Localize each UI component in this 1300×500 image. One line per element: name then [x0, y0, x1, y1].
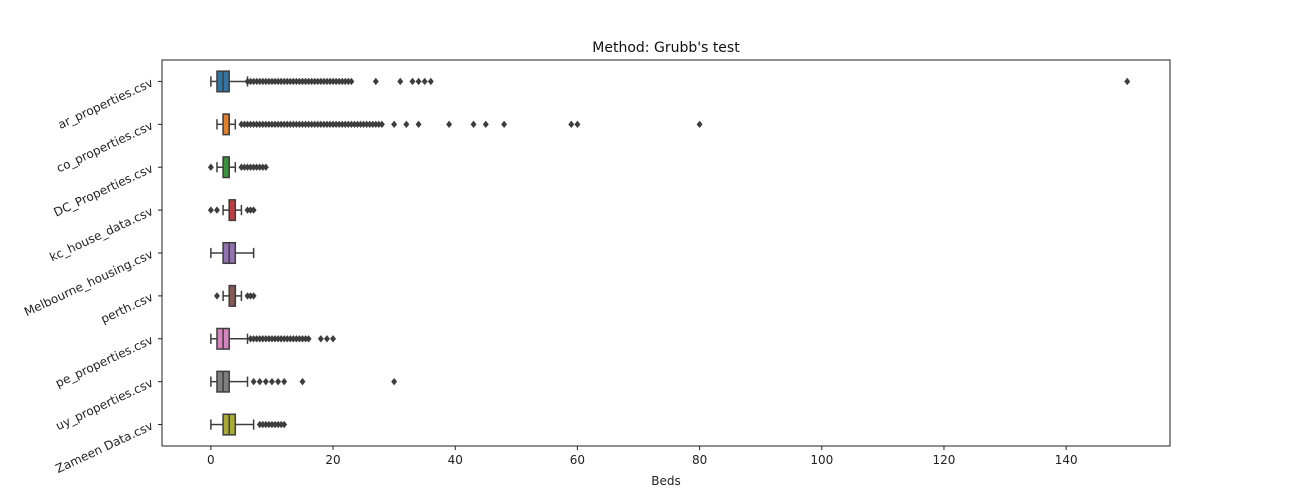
outlier-point [409, 77, 416, 86]
x-tick-label: 100 [810, 453, 833, 467]
outlier-point [427, 77, 434, 86]
chart-title: Method: Grubb's test [592, 40, 740, 56]
y-tick-label: perth.csv [99, 290, 156, 326]
outlier-point [275, 377, 282, 386]
outlier-point [262, 377, 269, 386]
x-tick-label: 0 [207, 453, 215, 467]
outlier-point [317, 335, 324, 343]
outlier-point [391, 377, 398, 386]
outlier-point [391, 120, 398, 129]
box-group [207, 156, 269, 179]
box-group [213, 284, 257, 307]
outlier-point [281, 377, 288, 386]
outlier-point [256, 377, 263, 386]
outlier-point [372, 77, 379, 86]
box-group [210, 327, 337, 350]
y-axis: ar_properties.csvco_properties.csvDC_Pro… [22, 75, 162, 476]
outlier-point [323, 335, 330, 343]
outlier-point [268, 377, 275, 386]
outlier-point [501, 120, 508, 129]
x-tick-label: 140 [1055, 453, 1078, 467]
outlier-point [213, 206, 220, 214]
outlier-point [482, 120, 489, 129]
box-group [210, 370, 398, 393]
outlier-point [415, 77, 422, 86]
box-group [210, 413, 288, 436]
outlier-point [250, 206, 257, 214]
outlier-point [348, 77, 355, 86]
outlier-point [470, 120, 477, 129]
box [228, 284, 237, 307]
outlier-point [696, 120, 703, 129]
x-tick-label: 20 [325, 453, 340, 467]
outlier-point [299, 377, 306, 386]
x-tick-label: 60 [570, 453, 585, 467]
outlier-point [207, 206, 214, 214]
box-group [216, 113, 703, 136]
outlier-point [403, 120, 410, 129]
x-tick-label: 80 [692, 453, 707, 467]
plot-frame [161, 59, 1171, 447]
outlier-point [397, 77, 404, 86]
outlier-point [305, 335, 312, 343]
outlier-point [415, 120, 422, 129]
outlier-point [421, 77, 428, 86]
box [228, 199, 237, 222]
outlier-point [378, 120, 385, 129]
outlier-point [207, 163, 214, 171]
outlier-point [250, 377, 257, 386]
outlier-point [1124, 77, 1131, 86]
outlier-point [574, 120, 581, 129]
outlier-point [568, 120, 575, 129]
outlier-point [330, 335, 337, 343]
x-tick-label: 40 [448, 453, 463, 467]
plot-area [207, 70, 1131, 436]
box-group [210, 241, 255, 265]
x-tick-label: 120 [933, 453, 956, 467]
outlier-point [213, 292, 220, 300]
x-axis-label: Beds [651, 474, 680, 488]
box-group [210, 70, 1131, 93]
outlier-point [262, 163, 269, 171]
outlier-point [446, 120, 453, 129]
x-axis: 0 20 40 60 80 100 120 140 [207, 446, 1078, 467]
outlier-point [281, 420, 288, 429]
box [222, 113, 230, 136]
box [222, 156, 230, 179]
box-group [207, 199, 257, 222]
outlier-point [250, 292, 257, 300]
